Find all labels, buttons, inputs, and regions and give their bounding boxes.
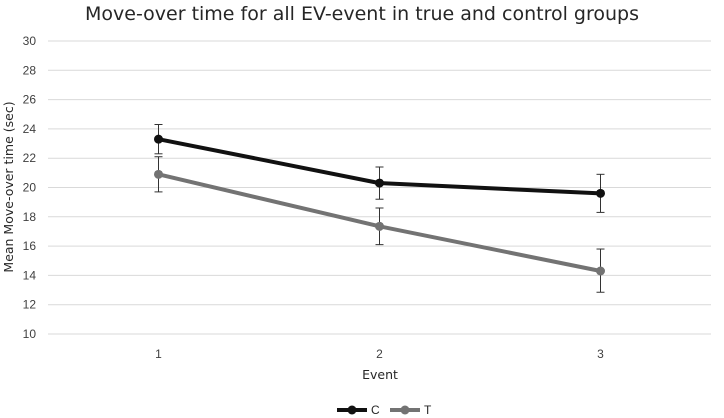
y-tick-label: 20: [23, 181, 37, 195]
series-C: [154, 124, 605, 213]
data-point: [596, 188, 605, 198]
data-point: [154, 169, 163, 179]
y-axis-ticks: 10 12 14 16 18 20 22 24 26 28 30: [23, 34, 37, 341]
x-tick-label: 3: [597, 347, 604, 361]
y-tick-label: 22: [23, 151, 37, 165]
legend-item-T: T: [390, 403, 432, 417]
x-axis-ticks: 1 2 3: [155, 347, 604, 361]
data-point: [154, 134, 163, 144]
y-tick-label: 14: [23, 268, 37, 282]
y-tick-label: 30: [23, 34, 37, 48]
y-axis-label: Mean Move-over time (sec): [1, 101, 16, 272]
y-tick-label: 10: [23, 327, 37, 341]
legend-swatch-marker: [400, 405, 410, 415]
series-layer: [154, 124, 605, 293]
chart-title: Move-over time for all EV-event in true …: [85, 3, 639, 25]
legend-label: C: [371, 403, 380, 417]
legend-label: T: [424, 403, 432, 417]
x-axis-label: Event: [362, 367, 398, 382]
y-tick-label: 12: [23, 298, 37, 312]
x-tick-label: 1: [155, 347, 162, 361]
series-T: [154, 156, 605, 293]
legend-item-C: C: [337, 403, 380, 417]
y-tick-label: 26: [23, 93, 37, 107]
x-tick-label: 2: [376, 347, 383, 361]
y-tick-label: 24: [23, 122, 37, 136]
data-point: [375, 221, 384, 231]
legend-swatch-marker: [347, 405, 357, 415]
y-tick-label: 16: [23, 239, 37, 253]
data-point: [596, 266, 605, 276]
data-point: [375, 178, 384, 188]
y-tick-label: 18: [23, 210, 37, 224]
y-tick-label: 28: [23, 63, 37, 77]
